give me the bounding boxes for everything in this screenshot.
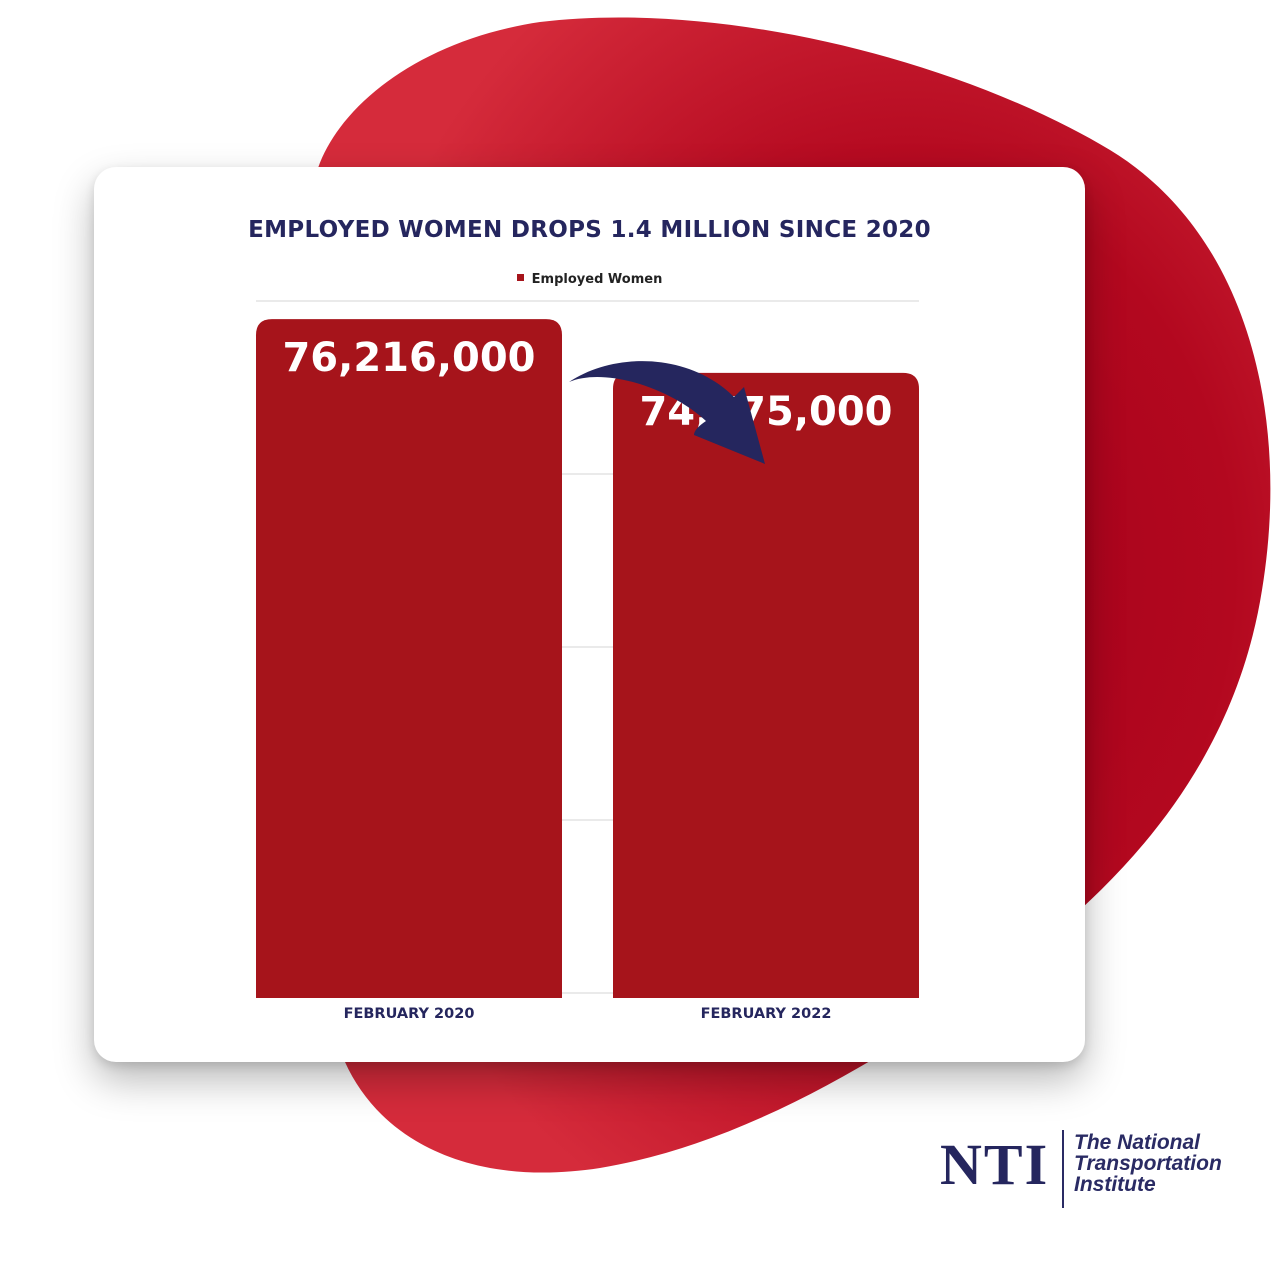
logo-line-2: Transportation bbox=[1074, 1152, 1222, 1175]
decrease-arrow-icon bbox=[569, 361, 765, 464]
logo-letters: NTI bbox=[940, 1132, 1050, 1197]
chart-card: EMPLOYED WOMEN DROPS 1.4 MILLION SINCE 2… bbox=[94, 167, 1085, 1062]
bar-1 bbox=[256, 319, 562, 998]
x-tick-label-1: FEBRUARY 2020 bbox=[344, 1006, 475, 1022]
nti-logo: NTI The National Transportation Institut… bbox=[940, 1128, 1260, 1218]
legend-label: Employed Women bbox=[531, 272, 663, 287]
chart-legend: Employed Women bbox=[94, 272, 1085, 287]
legend-swatch bbox=[516, 274, 524, 281]
chart-title: EMPLOYED WOMEN DROPS 1.4 MILLION SINCE 2… bbox=[248, 217, 931, 243]
x-tick-label-2: FEBRUARY 2022 bbox=[701, 1006, 832, 1022]
logo-divider bbox=[1062, 1130, 1064, 1208]
logo-line-1: The National bbox=[1074, 1131, 1201, 1154]
bar-2 bbox=[613, 372, 919, 998]
data-label-1: 76,216,000 bbox=[282, 335, 535, 381]
logo-name: The National Transportation Institute bbox=[1074, 1132, 1222, 1195]
logo-line-3: Institute bbox=[1074, 1173, 1156, 1196]
